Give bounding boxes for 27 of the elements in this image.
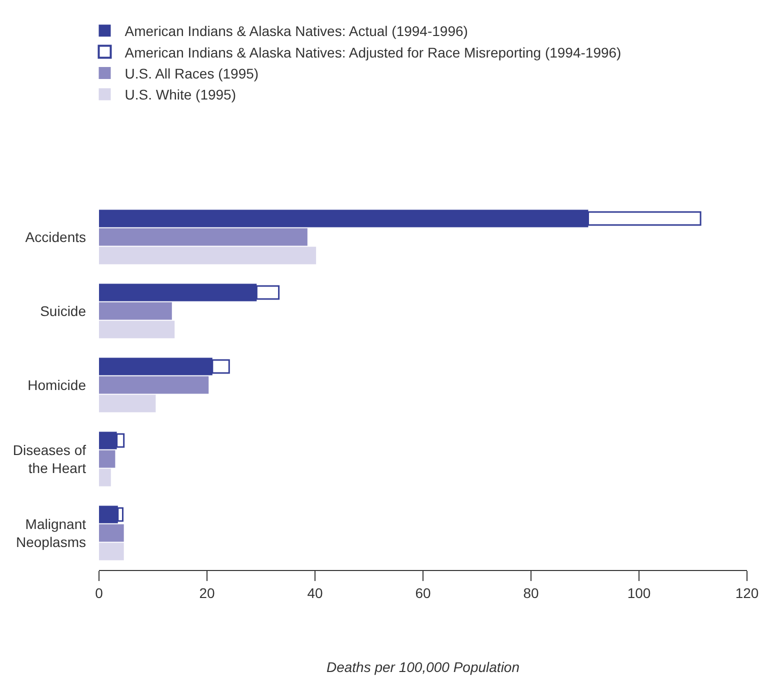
bar — [99, 302, 172, 320]
x-tick-label: 60 — [415, 584, 431, 601]
legend-label: American Indians & Alaska Natives: Actual (1994-1996) — [124, 23, 468, 40]
y-tick-label: Accidents — [25, 228, 86, 245]
x-tick-label: 120 — [735, 584, 759, 601]
y-tick-label: Homicide — [28, 376, 86, 393]
legend-label: American Indians & Alaska Natives: Adjusted for Race Misreporting (1994-1996) — [124, 44, 622, 60]
bar — [99, 320, 175, 338]
x-tick-label: 40 — [307, 584, 323, 601]
bar — [99, 246, 316, 264]
x-axis-title: Deaths per 100,000 Population — [326, 659, 520, 676]
bar — [99, 394, 156, 412]
y-tick-label: Diseases of the Heart — [12, 442, 86, 476]
bar — [99, 524, 124, 542]
bar — [99, 542, 124, 560]
legend-label: U.S. White (1995) — [124, 86, 236, 103]
bar — [99, 376, 209, 394]
x-tick-label: 20 — [199, 584, 215, 601]
y-tick-label: Malignant Neoplasms — [16, 516, 86, 550]
x-tick-label: 0 — [95, 584, 104, 601]
x-tick-label: 80 — [523, 584, 539, 601]
y-tick-label: Suicide — [40, 302, 86, 319]
x-tick-label: 100 — [627, 584, 651, 601]
legend-label: U.S. All Races (1995) — [124, 65, 259, 82]
bar — [99, 468, 111, 486]
bar — [99, 228, 308, 246]
bar — [99, 450, 116, 468]
